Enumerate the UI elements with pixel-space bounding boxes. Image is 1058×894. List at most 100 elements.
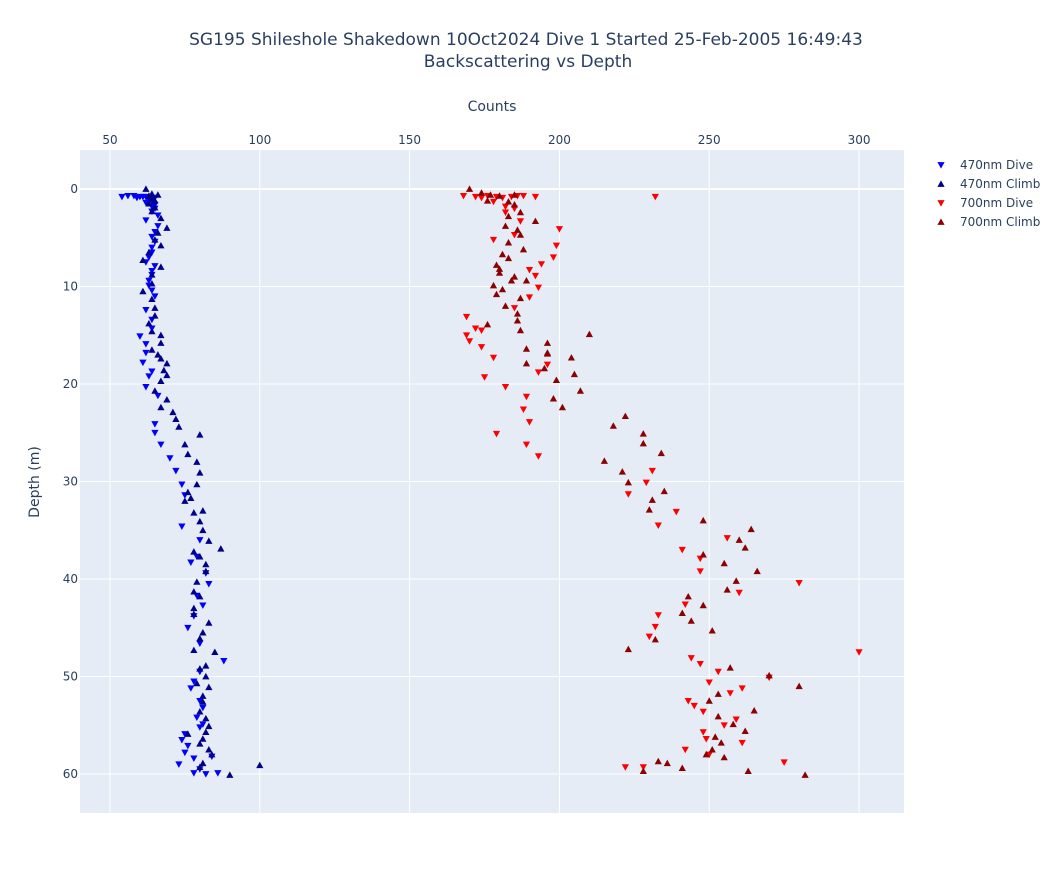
data-point: [193, 714, 201, 722]
data-point: [510, 191, 519, 198]
data-point: [130, 192, 138, 200]
data-point: [519, 245, 528, 253]
data-point: [498, 285, 507, 293]
data-point: [199, 759, 207, 767]
data-point: [196, 740, 204, 747]
data-point: [154, 223, 162, 230]
data-point: [220, 658, 228, 665]
data-point: [166, 455, 174, 462]
data-points: [118, 185, 863, 778]
data-point: [549, 254, 558, 261]
data-point: [202, 771, 210, 778]
data-point: [702, 750, 710, 758]
data-point: [184, 450, 192, 458]
data-point: [723, 586, 731, 593]
data-point: [163, 396, 171, 403]
data-point: [657, 449, 665, 457]
x-tick-label: 150: [398, 133, 421, 147]
data-point: [651, 623, 659, 631]
y-tick-label: 50: [63, 670, 78, 684]
data-point: [624, 645, 632, 653]
data-point: [651, 635, 659, 643]
data-point: [196, 537, 204, 544]
data-point: [199, 526, 207, 534]
data-point: [202, 714, 210, 722]
data-point: [801, 771, 809, 778]
data-point: [471, 193, 480, 201]
data-point: [205, 683, 213, 691]
data-point: [151, 387, 159, 394]
data-point: [184, 742, 192, 750]
data-point: [531, 272, 540, 280]
data-point: [196, 697, 204, 705]
data-point: [711, 733, 719, 740]
data-point: [510, 273, 519, 280]
data-point: [513, 317, 522, 324]
data-point: [139, 256, 147, 264]
data-point: [729, 720, 737, 728]
data-point: [157, 331, 165, 339]
data-point: [199, 704, 207, 712]
data-point: [193, 458, 201, 465]
data-point: [193, 480, 201, 488]
data-point: [151, 312, 159, 319]
data-point: [184, 488, 192, 496]
data-point: [531, 217, 540, 225]
data-point: [714, 712, 722, 720]
data-point: [513, 226, 522, 233]
data-point: [648, 467, 656, 475]
data-point: [585, 330, 593, 338]
y-tick-label: 30: [63, 475, 78, 489]
data-point: [723, 535, 731, 542]
data-point: [750, 707, 758, 714]
data-point: [495, 269, 504, 276]
data-point: [477, 344, 486, 351]
data-point: [504, 254, 513, 262]
data-point: [525, 294, 534, 301]
data-point: [199, 735, 207, 742]
data-point: [205, 619, 213, 626]
data-point: [555, 226, 564, 233]
data-point: [558, 403, 567, 411]
data-point: [516, 231, 525, 238]
data-point: [516, 208, 525, 216]
data-point: [196, 431, 204, 438]
data-point: [181, 440, 189, 448]
data-point: [795, 682, 803, 690]
data-point: [217, 545, 225, 552]
data-point: [510, 201, 519, 208]
data-point: [184, 624, 192, 632]
data-point: [465, 185, 474, 192]
data-point: [519, 192, 528, 200]
data-point: [151, 293, 159, 300]
data-point: [151, 197, 159, 204]
data-point: [681, 746, 689, 754]
data-point: [145, 248, 153, 256]
data-point: [157, 377, 165, 384]
data-point: [654, 612, 662, 619]
data-point: [145, 277, 153, 285]
data-point: [489, 198, 498, 206]
data-point: [187, 559, 195, 567]
data-point: [148, 207, 156, 215]
data-point: [142, 217, 150, 224]
y-tick-label: 20: [63, 377, 78, 391]
data-point: [696, 568, 704, 575]
data-point: [196, 592, 204, 600]
data-point: [154, 212, 162, 219]
data-point: [148, 233, 156, 241]
data-point: [157, 241, 165, 249]
data-point: [196, 724, 204, 731]
data-point: [199, 507, 207, 514]
data-point: [567, 354, 576, 361]
data-point: [190, 678, 198, 685]
legend-label: 470nm Dive: [960, 158, 1033, 172]
data-point: [516, 326, 525, 334]
series-3: [465, 185, 809, 778]
data-point: [687, 617, 695, 624]
data-point: [145, 254, 153, 261]
data-point: [157, 263, 165, 270]
data-point: [190, 770, 198, 777]
data-point: [525, 267, 534, 274]
data-point: [151, 229, 159, 236]
